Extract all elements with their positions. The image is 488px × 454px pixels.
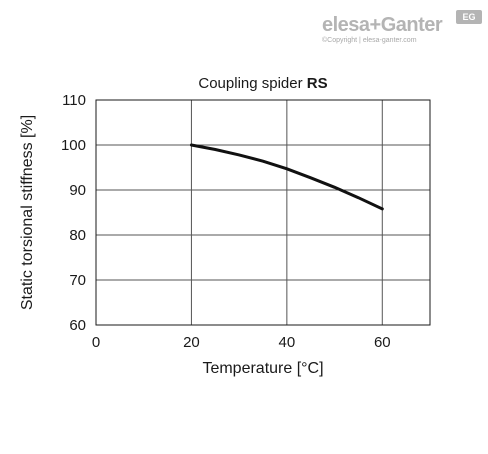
chart-title-prefix: Coupling spider — [198, 75, 306, 92]
plot-frame — [95, 99, 431, 326]
y-tick-label: 100 — [61, 137, 86, 154]
tick-labels: 0 20 40 60 60 70 80 90 100 110 — [61, 92, 391, 351]
x-tick-label: 40 — [279, 334, 296, 351]
x-tick-label: 20 — [183, 334, 200, 351]
chart-title: Coupling spider RS — [198, 75, 327, 92]
x-tick-label: 0 — [92, 334, 100, 351]
logo-text: elesa+Ganter — [322, 14, 443, 36]
y-tick-label: 80 — [69, 227, 86, 244]
logo-badge: EG — [456, 10, 482, 24]
brand-logo: elesa+Ganter EG ©Copyright | elesa-gante… — [322, 10, 482, 50]
chart-title-bold: RS — [307, 75, 328, 92]
y-axis-label: Static torsional stiffness [%] — [19, 115, 36, 310]
y-tick-label: 70 — [69, 272, 86, 289]
x-tick-label: 60 — [374, 334, 391, 351]
y-tick-label: 110 — [62, 92, 86, 109]
grid — [95, 99, 430, 326]
x-axis-label: Temperature [°C] — [202, 360, 323, 377]
y-tick-label: 90 — [69, 182, 86, 199]
y-tick-label: 60 — [69, 317, 86, 334]
series-line — [189, 143, 384, 211]
copyright-text: ©Copyright | elesa-ganter.com — [322, 37, 417, 44]
